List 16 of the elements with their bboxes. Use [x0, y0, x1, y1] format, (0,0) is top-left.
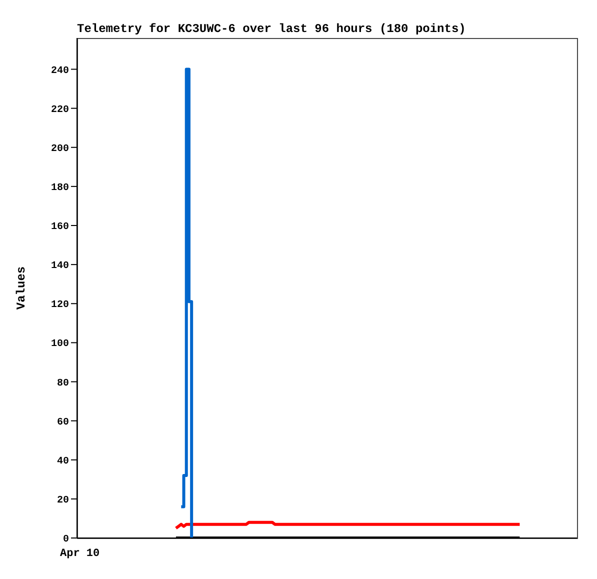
y-tick-label: 100 — [50, 339, 69, 350]
y-axis-title: Values — [14, 266, 28, 310]
y-tick-label: 0 — [62, 534, 69, 546]
y-tick-label: 160 — [50, 222, 69, 234]
y-tick-label: 220 — [50, 104, 69, 116]
y-tick-label: 180 — [50, 182, 69, 194]
y-tick-label: 80 — [56, 378, 69, 390]
y-tick-label: 40 — [56, 456, 69, 468]
text: Apr 10 — [60, 548, 100, 560]
chart-title: Telemetry for KC3UWC-6 over last 96 hours (180 points) — [77, 22, 466, 36]
y-tick-label: 140 — [50, 261, 69, 272]
y-tick-label: 60 — [56, 417, 69, 428]
y-tick-label: 20 — [56, 495, 69, 506]
y-tick-label: 120 — [50, 300, 69, 312]
y-tick-label: 200 — [50, 144, 69, 155]
y-tick-label: 240 — [50, 66, 69, 77]
